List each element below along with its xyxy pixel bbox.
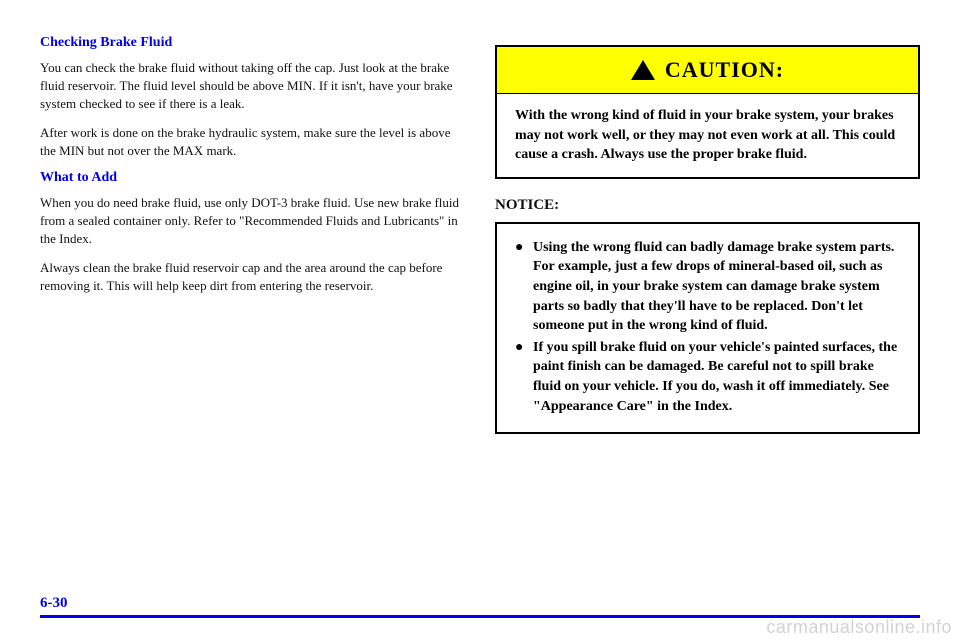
- warning-triangle-icon: [631, 60, 655, 80]
- caution-body: With the wrong kind of fluid in your bra…: [497, 93, 918, 177]
- body-para-2: After work is done on the brake hydrauli…: [40, 124, 465, 160]
- body-para-1: You can check the brake fluid without ta…: [40, 59, 465, 114]
- page-number: 6-30: [40, 595, 920, 612]
- caution-box: CAUTION: With the wrong kind of fluid in…: [495, 45, 920, 179]
- notice-item-1: Using the wrong fluid can badly damage b…: [515, 238, 900, 336]
- caution-header: CAUTION:: [497, 47, 918, 93]
- heading-what-to-add: What to Add: [40, 170, 465, 186]
- page-footer: 6-30: [40, 595, 920, 618]
- body-para-4: Always clean the brake fluid reservoir c…: [40, 259, 465, 295]
- caution-title: CAUTION:: [665, 57, 784, 83]
- notice-item-2: If you spill brake fluid on your vehicle…: [515, 338, 900, 416]
- heading-checking-brake-fluid: Checking Brake Fluid: [40, 35, 465, 51]
- body-para-3: When you do need brake fluid, use only D…: [40, 194, 465, 249]
- watermark: carmanualsonline.info: [766, 617, 952, 638]
- notice-box: Using the wrong fluid can badly damage b…: [495, 222, 920, 434]
- notice-header: NOTICE:: [495, 197, 920, 214]
- notice-list: Using the wrong fluid can badly damage b…: [515, 238, 900, 416]
